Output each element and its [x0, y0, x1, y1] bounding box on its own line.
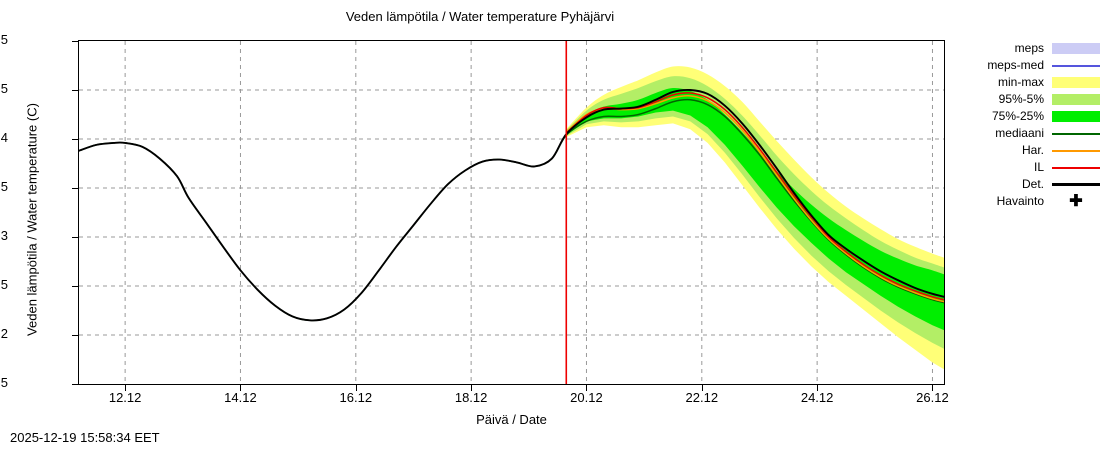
- x-tick-mark: [471, 385, 473, 391]
- plot-area: [78, 40, 945, 385]
- timestamp-label: 2025-12-19 15:58:34 EET: [10, 430, 160, 445]
- legend-swatch-line-thick: [1052, 178, 1100, 191]
- x-tick-label: 20.12: [570, 390, 603, 405]
- x-tick-mark: [125, 385, 127, 391]
- legend-item: 75%-25%: [960, 108, 1100, 125]
- legend-band-fill: [1052, 77, 1100, 88]
- x-axis-label: Päivä / Date: [476, 412, 547, 427]
- x-tick-label: 14.12: [224, 390, 257, 405]
- y-tick-label: 3: [0, 228, 8, 243]
- x-tick-label: 22.12: [685, 390, 719, 405]
- legend-item: mediaani: [960, 125, 1100, 142]
- legend-swatch-band: [1052, 110, 1100, 123]
- legend-line-sample: [1052, 183, 1100, 186]
- legend-item-label: min-max: [997, 75, 1044, 89]
- legend-item-label: Har.: [1021, 143, 1044, 157]
- band-min-max: [566, 66, 944, 370]
- y-tick-label: 3.5: [0, 179, 8, 194]
- y-tick-mark: [72, 286, 78, 287]
- y-tick-label: 4: [0, 130, 8, 145]
- plot-canvas: [79, 41, 944, 384]
- legend: meps meps-med min-max 95%-5% 75%-25% mediaani…: [960, 40, 1100, 210]
- legend-swatch-band: [1052, 93, 1100, 106]
- y-tick-label: 5: [0, 32, 8, 47]
- legend-item: Havainto ✚: [960, 193, 1100, 210]
- page-title: Veden lämpötila / Water temperature Pyhä…: [345, 9, 615, 24]
- legend-swatch-band: [1052, 76, 1100, 89]
- legend-item-label: IL: [1033, 160, 1044, 174]
- legend-item: 95%-5%: [960, 91, 1100, 108]
- x-tick-label: 26.12: [916, 390, 949, 405]
- legend-item: IL: [960, 159, 1100, 176]
- legend-band-fill: [1052, 43, 1100, 54]
- x-tick-mark: [817, 385, 819, 391]
- y-tick-mark: [72, 335, 78, 336]
- legend-item: Har.: [960, 142, 1100, 159]
- x-tick-mark: [355, 385, 357, 391]
- legend-item: meps-med: [960, 57, 1100, 74]
- legend-item: Det.: [960, 176, 1100, 193]
- series-line-Det: [79, 88, 944, 322]
- x-tick-label: 16.12: [339, 390, 373, 405]
- legend-item-label: meps-med: [987, 58, 1044, 72]
- legend-band-fill: [1052, 94, 1100, 105]
- y-axis-label: Veden lämpötila / Water temperature (C): [24, 103, 40, 336]
- x-tick-mark: [240, 385, 242, 391]
- x-tick-mark: [586, 385, 588, 391]
- band-95-5: [566, 76, 944, 349]
- x-tick-mark: [701, 385, 703, 391]
- legend-swatch-line: [1052, 144, 1100, 157]
- legend-swatch-band: [1052, 42, 1100, 55]
- y-tick-label: 2.5: [0, 277, 8, 292]
- legend-item: meps: [960, 40, 1100, 57]
- y-tick-mark: [72, 90, 78, 91]
- legend-line-sample: [1052, 132, 1100, 135]
- legend-item-label: 75%-25%: [991, 109, 1044, 123]
- y-tick-mark: [72, 139, 78, 140]
- legend-item-label: mediaani: [995, 126, 1044, 140]
- y-tick-label: 4.5: [0, 81, 8, 96]
- legend-line-sample: [1052, 64, 1100, 67]
- legend-item-label: 95%-5%: [998, 92, 1044, 106]
- legend-band-fill: [1052, 111, 1100, 122]
- x-tick-label: 12.12: [108, 390, 142, 405]
- legend-item: min-max: [960, 74, 1100, 91]
- legend-line-sample: [1052, 166, 1100, 169]
- legend-swatch-line: [1052, 127, 1100, 140]
- legend-line-sample: [1052, 149, 1100, 152]
- legend-item-label: Det.: [1021, 177, 1044, 191]
- x-tick-label: 24.12: [800, 390, 834, 405]
- y-tick-mark: [72, 237, 78, 238]
- legend-swatch-line: [1052, 59, 1100, 72]
- legend-item-label: meps: [1014, 41, 1044, 55]
- legend-item-label: Havainto: [996, 194, 1044, 208]
- x-tick-mark: [932, 385, 934, 391]
- y-tick-label: 2: [0, 326, 8, 341]
- y-tick-mark: [72, 384, 78, 385]
- x-tick-label: 18.12: [454, 390, 488, 405]
- y-tick-mark: [72, 41, 78, 42]
- y-tick-mark: [72, 188, 78, 189]
- plus-marker-icon: ✚: [1069, 192, 1083, 210]
- series-line-Har: [565, 95, 944, 303]
- legend-swatch-marker: ✚: [1052, 192, 1100, 210]
- y-tick-label: 1.5: [0, 375, 8, 390]
- band-75-25: [566, 87, 944, 331]
- legend-swatch-line: [1052, 161, 1100, 174]
